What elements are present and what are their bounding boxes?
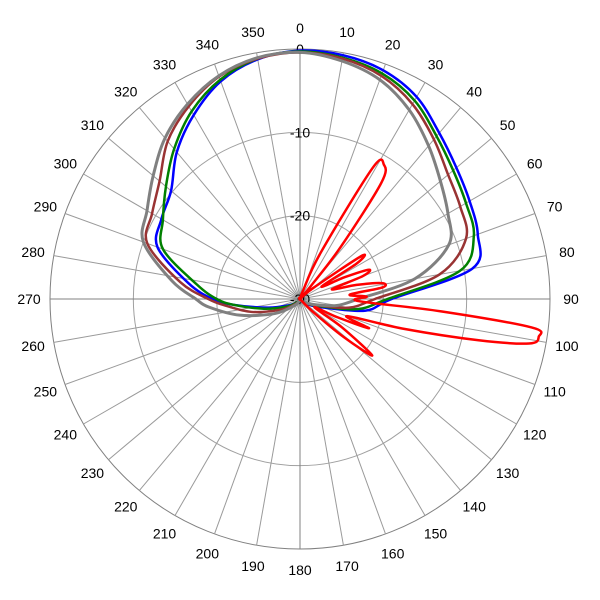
grid-spoke — [214, 63, 301, 300]
angle-tick-label: 210 — [153, 526, 177, 542]
angle-tick-label: 110 — [543, 384, 566, 400]
angle-tick-label: 130 — [496, 465, 520, 481]
angle-tick-label: 190 — [241, 558, 265, 574]
angle-tick-label: 0 — [296, 20, 304, 36]
grid-spoke — [64, 213, 301, 300]
angle-tick-label: 300 — [54, 156, 78, 172]
angle-tick-label: 30 — [428, 56, 444, 72]
angle-tick-label: 140 — [463, 499, 487, 515]
angle-tick-label: 100 — [555, 338, 579, 354]
angle-tick-label: 330 — [153, 56, 177, 72]
angle-tick-label: 320 — [114, 83, 138, 99]
grid-spoke — [299, 298, 344, 546]
grid-spoke — [299, 298, 517, 425]
grid-spoke — [83, 298, 301, 425]
grid-spoke — [299, 137, 492, 300]
angle-tick-label: 180 — [288, 562, 312, 578]
angle-tick-label: 150 — [424, 526, 448, 542]
grid-spoke — [299, 298, 426, 516]
angle-tick-label: 270 — [17, 291, 41, 307]
angle-tick-label: 10 — [339, 24, 355, 40]
grid-spoke — [138, 298, 301, 491]
grid-spoke — [53, 255, 301, 300]
radial-tick-label: -10 — [290, 124, 310, 140]
angle-tick-label: 70 — [547, 198, 563, 214]
angle-tick-label: 230 — [81, 465, 105, 481]
series-lines — [140, 49, 543, 357]
angle-tick-label: 20 — [385, 36, 401, 52]
grid-spoke — [299, 82, 426, 300]
grid-spoke — [108, 298, 301, 461]
angle-tick-label: 50 — [500, 117, 516, 133]
grid-spoke — [256, 52, 301, 300]
angle-tick-label: 220 — [114, 499, 138, 515]
grid-spoke — [138, 107, 301, 300]
grid-spoke — [214, 298, 301, 535]
angle-tick-label: 260 — [21, 338, 45, 354]
angle-tick-label: 280 — [21, 244, 45, 260]
angle-tick-label: 60 — [527, 156, 543, 172]
grid-spoke — [299, 63, 386, 300]
angle-tick-label: 170 — [335, 558, 359, 574]
grid-spoke — [299, 298, 492, 461]
angle-tick-label: 340 — [196, 36, 220, 52]
angle-tick-label: 80 — [559, 244, 575, 260]
angle-tick-label: 160 — [381, 546, 405, 562]
angle-tick-label: 310 — [81, 117, 105, 133]
grid-spoke — [174, 298, 301, 516]
angle-tick-label: 250 — [34, 384, 58, 400]
angle-tick-label: 290 — [34, 198, 58, 214]
grid-spoke — [108, 137, 301, 300]
angle-tick-label: 200 — [196, 546, 220, 562]
angle-tick-label: 40 — [466, 83, 482, 99]
grid-spoke — [299, 298, 386, 535]
grid-spoke — [256, 298, 301, 546]
radial-tick-label: -20 — [290, 208, 310, 224]
radial-tick-label: 0 — [296, 41, 304, 57]
grid-spoke — [299, 298, 536, 385]
grid-spoke — [83, 173, 301, 300]
angle-tick-label: 350 — [241, 24, 265, 40]
series-line-4 — [297, 158, 543, 357]
angle-tick-label: 240 — [54, 427, 78, 443]
angle-tick-label: 120 — [523, 427, 547, 443]
grid-spoke — [174, 82, 301, 300]
angle-tick-label: 90 — [563, 291, 579, 307]
grid-spoke — [299, 52, 344, 300]
grid-spoke — [299, 255, 547, 300]
grid-spoke — [299, 298, 462, 491]
